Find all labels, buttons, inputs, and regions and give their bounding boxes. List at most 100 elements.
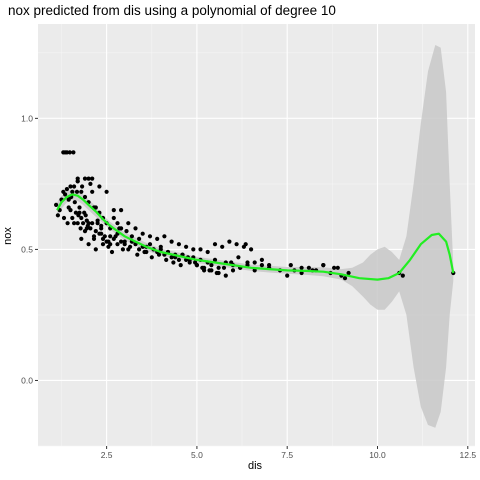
data-point: [79, 189, 84, 194]
data-point: [88, 181, 93, 186]
data-point: [86, 221, 91, 226]
data-point: [299, 265, 304, 270]
data-point: [55, 213, 61, 218]
data-point: [86, 176, 91, 181]
data-point: [79, 236, 84, 241]
data-point: [93, 229, 98, 234]
data-point: [77, 210, 82, 215]
data-point: [220, 244, 225, 249]
data-point: [122, 239, 127, 244]
data-point: [142, 249, 147, 255]
data-point: [209, 263, 214, 268]
data-point: [128, 244, 133, 249]
data-point: [82, 194, 88, 200]
y-tick-label: 0.0: [21, 375, 33, 385]
x-tick-label: 5.0: [191, 450, 203, 460]
data-point: [234, 242, 239, 247]
data-point: [90, 176, 95, 181]
data-point: [80, 184, 85, 189]
data-point: [178, 263, 183, 268]
data-point: [111, 215, 116, 221]
x-tick-label: 12.5: [460, 450, 477, 460]
data-point: [135, 252, 140, 257]
data-point: [205, 249, 210, 255]
data-point: [108, 234, 113, 239]
data-point: [285, 273, 290, 278]
data-point: [216, 265, 221, 270]
data-point: [93, 247, 98, 252]
data-point: [267, 263, 272, 268]
data-point: [171, 260, 176, 265]
data-point: [90, 221, 95, 226]
data-point: [82, 176, 88, 181]
data-point: [400, 273, 405, 278]
data-point: [158, 244, 163, 249]
data-point: [252, 268, 257, 273]
data-point: [117, 226, 122, 231]
data-point: [88, 226, 93, 231]
data-point: [212, 257, 218, 262]
data-point: [176, 242, 181, 247]
data-point: [75, 179, 80, 184]
data-point: [64, 187, 69, 192]
data-point: [72, 200, 77, 205]
data-point: [119, 239, 124, 244]
data-point: [86, 242, 91, 247]
data-point: [77, 205, 82, 210]
data-point: [176, 257, 181, 262]
data-point: [113, 234, 118, 239]
y-tick-label: 0.5: [21, 244, 33, 254]
data-point: [70, 189, 75, 194]
data-point: [230, 268, 236, 273]
data-point: [259, 257, 264, 262]
data-point: [70, 215, 75, 221]
data-point: [227, 239, 232, 244]
data-point: [169, 239, 174, 244]
data-point: [184, 244, 189, 249]
data-point: [68, 184, 73, 189]
data-point: [306, 265, 311, 270]
data-point: [147, 234, 153, 239]
data-point: [193, 260, 198, 265]
data-point: [169, 255, 174, 260]
data-point: [97, 184, 102, 189]
data-point: [212, 242, 218, 247]
data-point: [84, 226, 89, 231]
data-point: [71, 150, 76, 155]
y-tick-label: 1.0: [21, 113, 33, 123]
data-point: [111, 208, 116, 213]
data-point: [72, 184, 77, 189]
data-point: [126, 221, 131, 226]
x-tick-label: 2.5: [101, 450, 113, 460]
chart-title: nox predicted from dis using a polynomia…: [8, 3, 336, 18]
data-point: [119, 208, 124, 213]
data-point: [104, 189, 109, 194]
data-point: [102, 234, 107, 239]
data-point: [81, 221, 86, 226]
data-point: [221, 265, 227, 270]
data-point: [115, 242, 120, 247]
data-point: [129, 234, 134, 239]
data-point: [74, 189, 80, 194]
data-point: [137, 236, 142, 241]
fit-line: [56, 193, 455, 281]
data-point: [223, 273, 228, 278]
data-point: [95, 218, 100, 223]
data-point: [249, 247, 254, 252]
data-point: [332, 265, 337, 270]
data-point: [120, 247, 125, 252]
data-point: [100, 242, 106, 247]
data-point: [61, 189, 66, 194]
data-point: [200, 265, 205, 270]
data-point: [155, 236, 160, 241]
data-point: [198, 247, 203, 252]
data-point: [106, 239, 111, 244]
data-point: [162, 234, 167, 239]
data-point: [61, 215, 67, 221]
data-point: [91, 236, 97, 241]
data-point: [229, 260, 234, 265]
data-point: [156, 252, 162, 257]
data-point: [299, 270, 304, 276]
data-point: [133, 226, 138, 231]
